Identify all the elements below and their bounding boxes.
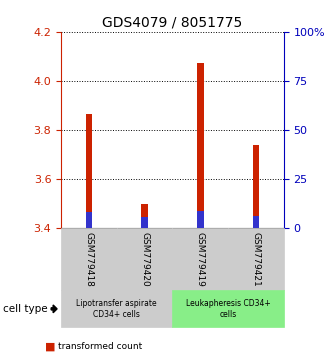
Text: GSM779421: GSM779421	[251, 232, 260, 287]
Text: transformed count: transformed count	[58, 342, 142, 352]
Text: GSM779419: GSM779419	[196, 232, 205, 287]
Text: ■: ■	[45, 342, 55, 352]
Bar	[141, 204, 148, 228]
Text: Lipotransfer aspirate
CD34+ cells: Lipotransfer aspirate CD34+ cells	[77, 299, 157, 319]
Bar	[253, 145, 259, 228]
Bar	[85, 212, 92, 228]
Bar	[197, 63, 204, 228]
Text: GSM779420: GSM779420	[140, 232, 149, 287]
Title: GDS4079 / 8051775: GDS4079 / 8051775	[102, 15, 243, 29]
Text: GSM779418: GSM779418	[84, 232, 93, 287]
Bar	[85, 114, 92, 228]
Text: cell type: cell type	[3, 304, 48, 314]
Bar	[253, 216, 259, 228]
Text: Leukapheresis CD34+
cells: Leukapheresis CD34+ cells	[186, 299, 271, 319]
Bar	[141, 217, 148, 228]
Bar	[197, 211, 204, 228]
